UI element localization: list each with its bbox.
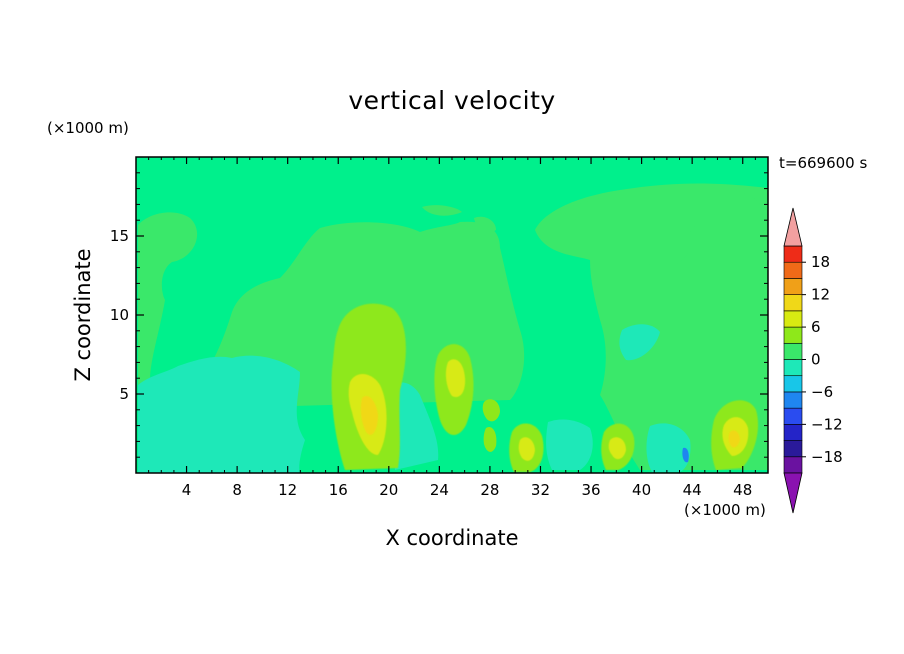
colorbar-label: 6 (811, 318, 821, 336)
chart-title: vertical velocity (348, 86, 556, 115)
green-region-upper-right (560, 184, 762, 268)
y-ticks: 5 10 15 (110, 172, 768, 458)
x-tick-label: 12 (278, 481, 297, 499)
small-updraft-x28 (483, 426, 497, 452)
x-tick-label: 40 (632, 481, 651, 499)
y-tick-label: 15 (110, 227, 129, 245)
colorbar-segment (783, 294, 803, 312)
velocity-field (136, 157, 768, 473)
colorbar-segment (783, 245, 803, 263)
x-tick-label: 20 (379, 481, 398, 499)
x-tick-label: 36 (581, 481, 600, 499)
x-axis-label: X coordinate (385, 526, 519, 550)
time-label: t=669600 s (779, 154, 868, 172)
x-tick-label: 44 (683, 481, 702, 499)
x-tick-label: 48 (733, 481, 752, 499)
colorbar-over-arrow (783, 207, 803, 247)
colorbar-segment (783, 407, 803, 425)
colorbar-segment (783, 375, 803, 393)
colorbar-segment (783, 326, 803, 344)
cyan-region-lower-right (646, 423, 691, 472)
x-tick-label: 8 (232, 481, 242, 499)
colorbar-label: 18 (811, 253, 830, 271)
updraft-core-x38 (608, 437, 626, 460)
cyan-region-right-mid (619, 324, 660, 361)
colorbar-label: 0 (811, 351, 821, 369)
colorbar-segment (783, 424, 803, 441)
colorbar-segment (783, 440, 803, 458)
updraft-core-x30 (518, 437, 535, 461)
y-tick-label: 10 (110, 306, 129, 324)
colorbar-segment (783, 310, 803, 328)
y-axis-unit: (×1000 m) (47, 119, 129, 137)
cyan-region-low-right (546, 419, 593, 470)
green-region-left (138, 212, 198, 385)
colorbar-segment (783, 261, 803, 279)
colorbar-label: 12 (811, 286, 830, 304)
updraft-peak-x47 (728, 430, 740, 448)
colorbar-under-arrow (783, 472, 803, 514)
small-updraft-x22 (482, 399, 500, 422)
colorbar-label: −6 (811, 383, 833, 401)
blue-spot (682, 447, 689, 463)
green-patch-top-small (474, 216, 496, 233)
x-tick-label: 24 (430, 481, 449, 499)
colorbar-label: −12 (811, 415, 843, 433)
cyan-region-lower-left (138, 355, 305, 473)
colorbar-segment (783, 278, 803, 295)
updraft-core-x25 (445, 359, 466, 398)
x-ticks: 4 8 12 16 20 24 28 32 36 40 44 48 (148, 157, 756, 499)
x-tick-label: 32 (531, 481, 550, 499)
colorbar-segment (783, 391, 803, 409)
colorbar-segment (783, 342, 803, 360)
updraft-peak-x18 (360, 395, 378, 435)
colorbar-label: −18 (811, 448, 843, 466)
colorbar-segment (783, 359, 803, 377)
x-axis-unit: (×1000 m) (684, 501, 766, 519)
colorbar-segment (783, 456, 803, 474)
green-patch-top (422, 205, 462, 216)
colorbar: 18 12 6 0 −6 −12 −18 (783, 207, 843, 514)
y-tick-label: 5 (119, 385, 129, 403)
x-tick-label: 16 (329, 481, 348, 499)
x-tick-label: 28 (480, 481, 499, 499)
x-tick-label: 4 (182, 481, 192, 499)
